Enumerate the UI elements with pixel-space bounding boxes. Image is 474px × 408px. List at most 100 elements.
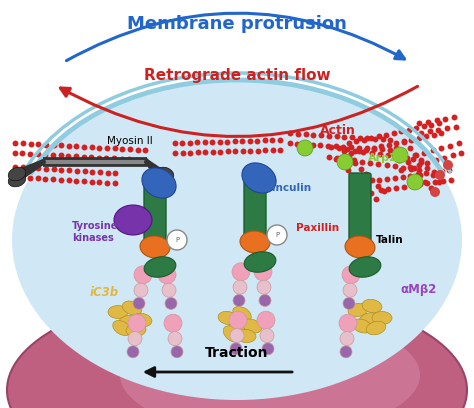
Point [398, 152, 406, 158]
Point [429, 172, 437, 178]
Point [286, 140, 293, 146]
Ellipse shape [233, 306, 251, 322]
Ellipse shape [156, 167, 174, 181]
Point [141, 147, 149, 153]
Point [42, 142, 50, 148]
Point [11, 164, 19, 170]
Point [27, 141, 34, 147]
Point [111, 180, 118, 186]
Circle shape [267, 225, 287, 245]
Point [287, 130, 294, 136]
Point [80, 153, 87, 160]
Point [19, 164, 27, 171]
Point [193, 139, 201, 146]
Circle shape [233, 295, 245, 306]
Point [34, 151, 41, 157]
Ellipse shape [114, 205, 152, 235]
Point [420, 150, 428, 156]
Point [34, 175, 42, 182]
Point [400, 138, 408, 145]
Point [110, 155, 118, 162]
Point [356, 178, 363, 185]
Point [49, 176, 57, 182]
Point [428, 185, 435, 192]
Point [179, 140, 186, 146]
Point [209, 149, 217, 155]
Point [424, 180, 431, 186]
Point [385, 141, 392, 148]
Circle shape [392, 147, 408, 163]
Point [407, 136, 415, 143]
Point [392, 140, 400, 146]
Point [420, 123, 428, 130]
Point [383, 131, 390, 138]
Point [431, 179, 439, 185]
Point [378, 146, 386, 153]
Ellipse shape [156, 173, 174, 187]
Point [368, 135, 375, 142]
Circle shape [435, 170, 445, 180]
Point [126, 146, 134, 153]
Circle shape [407, 174, 423, 190]
Point [399, 173, 406, 180]
Point [450, 114, 458, 120]
Circle shape [229, 311, 247, 329]
Text: Traction: Traction [205, 346, 269, 360]
Point [104, 169, 111, 176]
Point [350, 173, 357, 179]
Point [383, 162, 391, 169]
Point [317, 132, 325, 138]
Point [96, 179, 103, 185]
Point [375, 177, 383, 183]
Ellipse shape [7, 290, 467, 408]
Point [426, 128, 433, 135]
Point [417, 130, 425, 136]
Point [398, 128, 405, 135]
Point [332, 143, 339, 149]
Point [269, 147, 276, 153]
Point [333, 133, 340, 140]
Point [57, 177, 64, 183]
Text: Membrane protrusion: Membrane protrusion [127, 15, 347, 33]
Text: Myosin II: Myosin II [107, 136, 153, 146]
Point [430, 169, 438, 175]
Point [355, 148, 363, 155]
Point [11, 150, 18, 156]
Point [384, 152, 392, 159]
Point [269, 137, 276, 144]
Point [447, 177, 455, 183]
Ellipse shape [372, 311, 392, 324]
Point [368, 150, 375, 156]
Point [118, 155, 126, 162]
Ellipse shape [349, 257, 381, 277]
Point [399, 164, 407, 171]
Point [374, 182, 382, 189]
Point [238, 138, 246, 144]
Point [387, 137, 394, 143]
Circle shape [262, 343, 274, 355]
Ellipse shape [142, 168, 176, 198]
Text: Arp2/3: Arp2/3 [368, 153, 410, 163]
Point [216, 138, 224, 145]
Point [309, 141, 317, 148]
Point [126, 156, 133, 162]
Point [325, 133, 333, 139]
Point [50, 166, 57, 173]
Point [380, 188, 387, 195]
Point [338, 161, 346, 168]
Point [435, 120, 443, 126]
Text: Paxillin: Paxillin [296, 223, 339, 233]
Point [345, 140, 353, 146]
Ellipse shape [244, 252, 276, 272]
Point [409, 155, 416, 162]
Point [374, 161, 382, 167]
Ellipse shape [348, 304, 368, 317]
Circle shape [134, 266, 152, 284]
Point [317, 142, 324, 149]
Text: Tyrosine
kinases: Tyrosine kinases [72, 221, 118, 243]
Circle shape [339, 314, 357, 332]
Point [428, 122, 435, 128]
Point [390, 130, 398, 136]
Point [333, 155, 340, 162]
Point [351, 160, 359, 166]
